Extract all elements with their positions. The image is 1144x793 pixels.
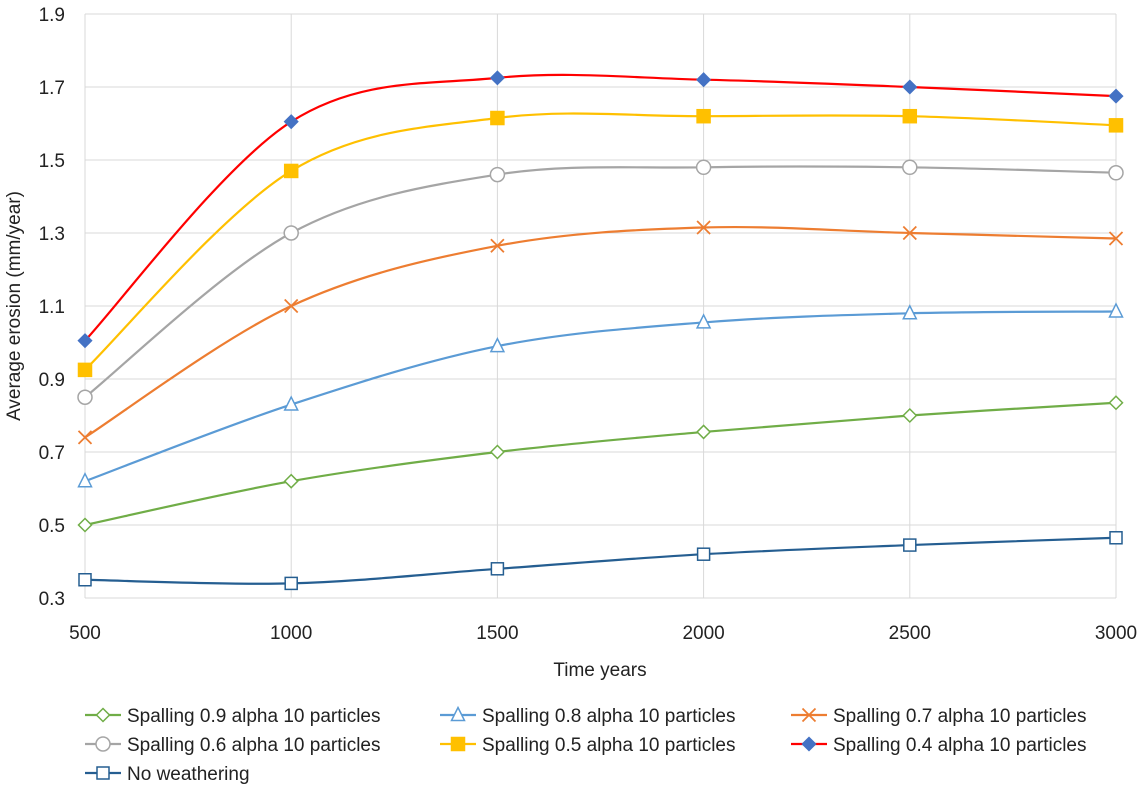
data-point [284, 298, 299, 314]
data-point [1108, 231, 1124, 246]
series-line [84, 310, 1117, 483]
data-point [283, 163, 299, 179]
data-markers [77, 70, 1124, 591]
legend-marker [450, 736, 466, 752]
axes: 0.3 0.5 0.7 0.9 1.1 1.3 1.5 1.7 1.9 500 1000 1500 20… [39, 5, 1138, 644]
legend-item: Spalling 0.5 alpha 10 particles [440, 735, 736, 756]
y-tick-label: 0.7 [39, 443, 65, 464]
series-lines [84, 73, 1117, 585]
data-point [489, 444, 505, 460]
data-point [490, 238, 505, 253]
data-point [1109, 531, 1123, 545]
legend-item: No weathering [85, 764, 250, 785]
data-point [1108, 88, 1124, 104]
legend-item: Spalling 0.8 alpha 10 particles [440, 705, 736, 727]
legend-label: Spalling 0.7 alpha 10 particles [833, 706, 1087, 727]
data-point [1108, 395, 1124, 411]
x-tick-label: 1500 [476, 623, 518, 644]
legend-label: Spalling 0.4 alpha 10 particles [833, 735, 1087, 756]
y-tick-label: 0.3 [39, 589, 65, 610]
x-tick-label: 2500 [889, 623, 931, 644]
legend-marker [450, 705, 466, 722]
data-point [903, 538, 917, 552]
legend-item: Spalling 0.4 alpha 10 particles [791, 735, 1087, 756]
x-tick-label: 2000 [682, 623, 724, 644]
data-point [77, 517, 93, 533]
legend-label: No weathering [127, 764, 250, 785]
series-line [84, 225, 1117, 439]
x-axis-title: Time years [553, 660, 646, 681]
legend-marker [95, 707, 111, 723]
data-point [1108, 302, 1124, 318]
x-tick-label: 500 [69, 623, 101, 644]
y-tick-label: 1.5 [39, 151, 65, 172]
data-point [902, 304, 918, 320]
data-point [284, 576, 298, 591]
legend-item: Spalling 0.9 alpha 10 particles [85, 706, 381, 727]
legend-label: Spalling 0.8 alpha 10 particles [482, 706, 736, 727]
gridlines [84, 13, 1117, 599]
data-point [695, 159, 712, 176]
data-point [490, 562, 505, 576]
data-point [490, 110, 505, 126]
data-point [695, 313, 712, 329]
data-point [902, 159, 918, 176]
data-point [77, 362, 93, 378]
data-point [696, 220, 711, 235]
series-line [84, 401, 1117, 527]
data-point [77, 430, 93, 445]
x-tick-label: 1000 [270, 623, 312, 644]
data-point [1108, 118, 1124, 133]
data-point [489, 70, 505, 86]
data-point [1108, 165, 1124, 181]
y-tick-label: 1.1 [39, 297, 65, 318]
legend-marker [801, 707, 817, 723]
x-tick-label: 3000 [1095, 623, 1137, 644]
series-line [84, 73, 1117, 342]
legend-item: Spalling 0.7 alpha 10 particles [791, 706, 1087, 727]
data-point [283, 395, 299, 411]
data-point [902, 79, 918, 95]
y-tick-label: 0.5 [39, 516, 65, 537]
data-point [696, 72, 712, 88]
data-point [283, 225, 299, 241]
data-point [77, 389, 93, 405]
series-line [84, 165, 1117, 399]
y-tick-label: 1.9 [39, 5, 65, 26]
legend: Spalling 0.9 alpha 10 particles Spalling … [85, 705, 1087, 785]
y-tick-label: 1.7 [39, 78, 65, 99]
data-point [902, 407, 918, 424]
series-line [84, 112, 1117, 371]
legend-label: Spalling 0.6 alpha 10 particles [127, 735, 381, 756]
data-point [489, 336, 506, 353]
legend-marker [95, 736, 111, 752]
legend-label: Spalling 0.9 alpha 10 particles [127, 706, 381, 727]
data-point [78, 573, 92, 587]
data-point [77, 333, 93, 349]
data-point [283, 473, 299, 489]
series-line [84, 536, 1117, 585]
y-tick-label: 1.3 [39, 224, 65, 245]
data-point [283, 114, 299, 130]
y-tick-label: 0.9 [39, 370, 65, 391]
data-point [77, 472, 93, 488]
data-point [902, 108, 918, 124]
data-point [489, 166, 506, 183]
data-point [696, 108, 711, 124]
data-point [696, 424, 712, 440]
legend-marker [801, 736, 817, 752]
legend-item: Spalling 0.6 alpha 10 particles [85, 735, 381, 756]
data-point [902, 225, 917, 241]
data-point [696, 547, 711, 561]
legend-label: Spalling 0.5 alpha 10 particles [482, 735, 736, 756]
legend-marker [96, 766, 110, 780]
y-axis-title: Average erosion (mm/year) [4, 191, 25, 421]
